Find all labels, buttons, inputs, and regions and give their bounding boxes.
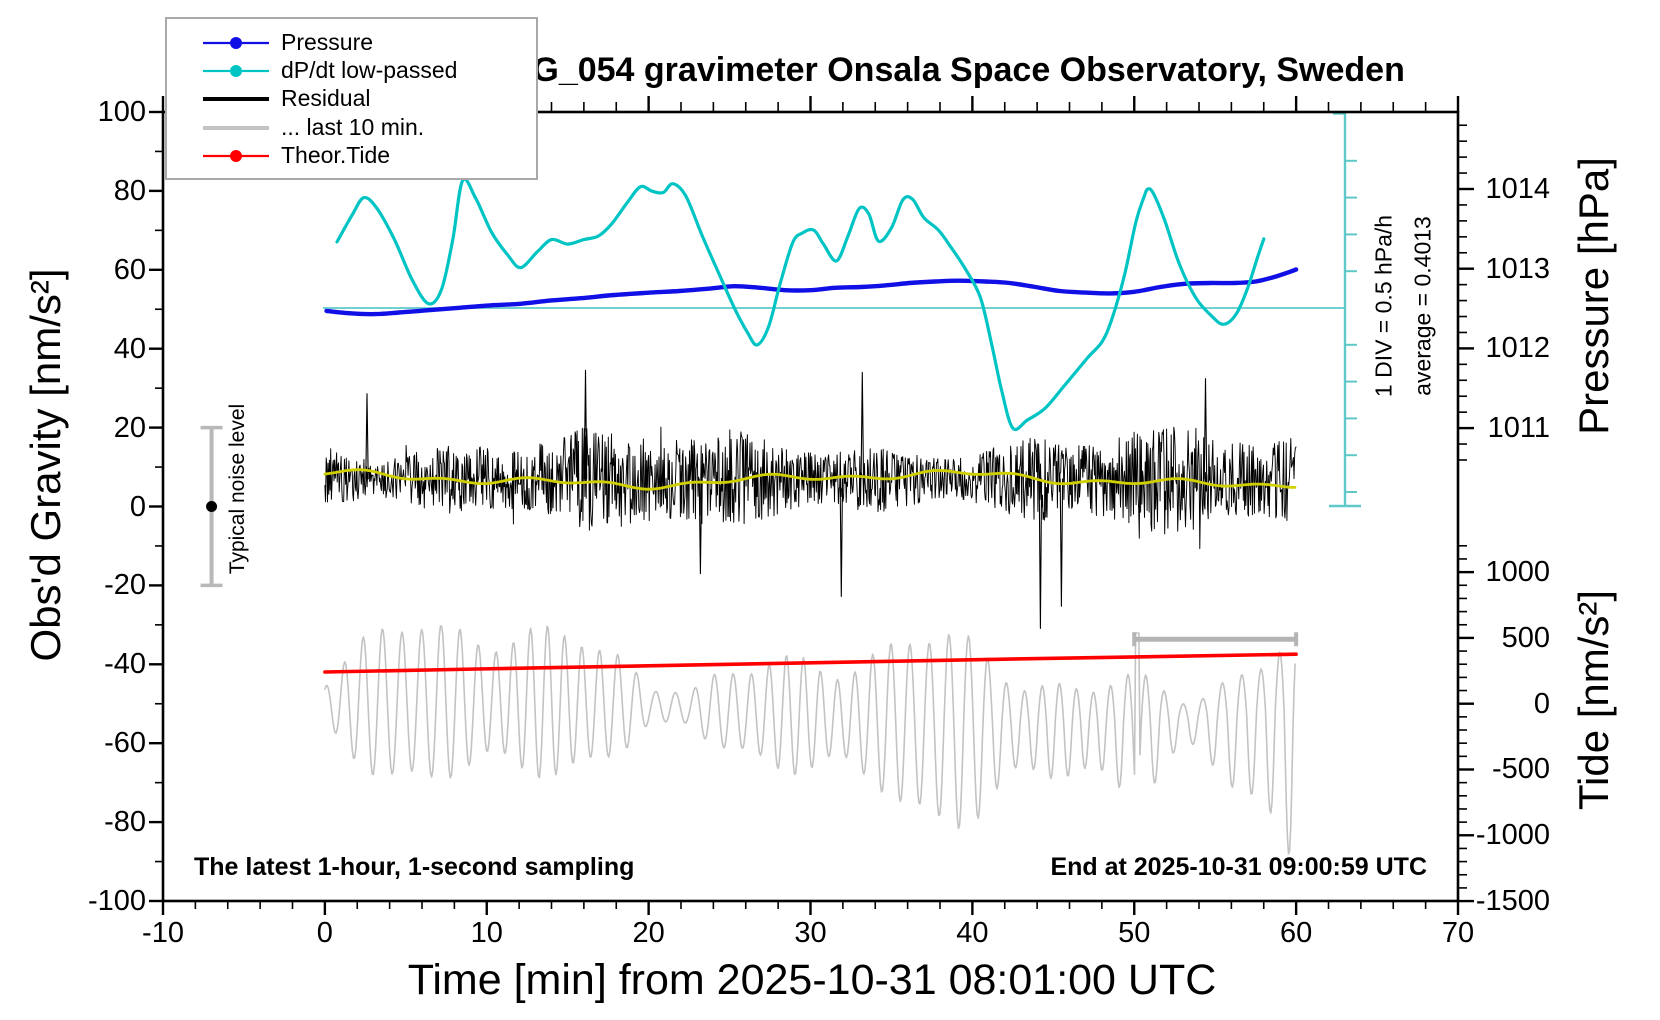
legend-label: dP/dt low-passed <box>281 56 458 83</box>
tide-tick-label: -1500 <box>1475 885 1550 918</box>
x-tick-label: 0 <box>316 917 333 949</box>
x-tick-label: -10 <box>142 917 184 949</box>
gravity-tick-label: -20 <box>104 569 146 602</box>
legend-line-dot-marker <box>203 150 269 163</box>
gravity-tick-label: -80 <box>104 806 146 839</box>
chart-title: SCG_054 gravimeter Onsala Space Observat… <box>485 51 1405 89</box>
gravity-tick-label: -60 <box>104 727 146 760</box>
x-tick-label: 60 <box>1279 917 1313 949</box>
x-tick-label: 20 <box>632 917 665 949</box>
y-axis-label-tide: Tide [nm/s²] <box>1570 589 1617 811</box>
x-axis-label: Time [min] from 2025-10-31 08:01:00 UTC <box>407 956 1217 1004</box>
legend-label: Pressure <box>281 28 374 55</box>
tide-tick-label: -1000 <box>1475 819 1550 852</box>
pressure-tick-label: 1012 <box>1485 332 1550 365</box>
tide-tick-label: 0 <box>1533 687 1550 720</box>
legend: Pressure dP/dt low-passed Residual... last… <box>165 17 538 180</box>
end-time-note: End at 2025-10-31 09:00:59 UTC <box>1050 853 1427 881</box>
average-value-label: average = 0.4013 <box>1409 216 1436 396</box>
y-axis-label-pressure: Pressure [hPa] <box>1570 157 1617 435</box>
gravity-tick-label: 40 <box>113 332 146 365</box>
gravity-tick-label: 20 <box>113 411 146 444</box>
legend-line-dot-marker <box>203 36 269 49</box>
legend-label: Residual <box>281 85 371 112</box>
typical-noise-level-label: Typical noise level <box>226 403 249 575</box>
x-tick-label: 50 <box>1118 917 1151 949</box>
gravity-tick-label: 100 <box>97 96 146 128</box>
legend-line-marker <box>203 97 269 102</box>
x-tick-label: 40 <box>956 917 989 949</box>
gravity-tick-label: -100 <box>87 885 146 917</box>
gravity-tick-label: -40 <box>104 648 146 681</box>
x-tick-label: 70 <box>1441 917 1475 949</box>
tide-tick-label: 500 <box>1501 621 1550 654</box>
tide-tick-label: 1000 <box>1485 556 1550 589</box>
y-axis-label-gravity: Obs'd Gravity [nm/s²] <box>22 268 69 662</box>
x-tick-label: 10 <box>470 917 503 949</box>
legend-label: Theor.Tide <box>281 142 391 169</box>
div-scale-label: 1 DIV = 0.5 hPa/h <box>1370 214 1397 398</box>
tide-tick-label: -500 <box>1491 753 1550 786</box>
legend-label: ... last 10 min. <box>281 113 425 140</box>
gravity-tick-label: 80 <box>113 174 146 207</box>
gravity-tick-label: 0 <box>129 490 146 523</box>
pressure-tick-label: 1013 <box>1485 252 1550 285</box>
legend-line-dot-marker <box>203 64 269 77</box>
gravity-tick-label: 60 <box>113 253 146 286</box>
legend-line-marker <box>203 125 269 130</box>
pressure-tick-label: 1011 <box>1487 412 1550 445</box>
x-tick-label: 30 <box>794 917 827 949</box>
pressure-tick-label: 1014 <box>1485 173 1550 205</box>
sampling-note: The latest 1-hour, 1-second sampling <box>194 853 635 881</box>
